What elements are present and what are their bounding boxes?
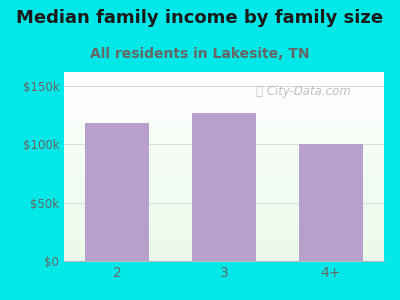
Bar (299, 144, 363, 261)
Bar (192, 113, 256, 261)
Text: Median family income by family size: Median family income by family size (16, 9, 384, 27)
Bar (85, 123, 149, 261)
Text: All residents in Lakesite, TN: All residents in Lakesite, TN (90, 46, 310, 61)
Text: ⓘ City-Data.com: ⓘ City-Data.com (256, 85, 351, 98)
